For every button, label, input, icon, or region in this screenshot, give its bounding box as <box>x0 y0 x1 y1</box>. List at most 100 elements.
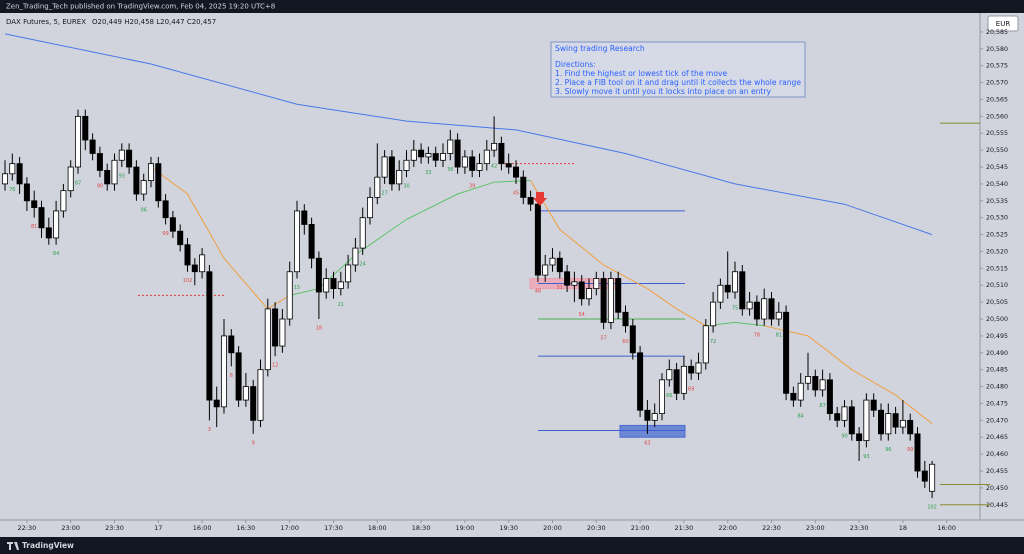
y-tick-label: 20,515 <box>986 265 1008 272</box>
candle-body <box>476 163 483 171</box>
candle-body <box>651 413 658 421</box>
candle-body <box>491 142 498 151</box>
candle-count-label: 12 <box>272 363 278 369</box>
candle-body <box>688 365 695 374</box>
candle-count-label: 102 <box>183 278 193 284</box>
candle-body <box>527 197 534 205</box>
candle-body <box>461 156 468 168</box>
x-tick-label: 16:00 <box>937 524 956 532</box>
candle-count-label: 75 <box>732 305 738 311</box>
candle-count-label: 99 <box>162 231 168 237</box>
annotation-line: 2. Place a FIB tool on it and drag until… <box>555 78 801 87</box>
candle-count-label: 15 <box>294 285 300 291</box>
candle-count-label: 93 <box>863 454 869 460</box>
candle-body <box>848 406 855 435</box>
chart-background <box>0 13 1024 537</box>
candle-body <box>308 224 315 259</box>
candle-body <box>505 163 512 168</box>
candle-body <box>929 463 936 492</box>
candle-body <box>783 311 790 394</box>
candle-body <box>870 399 877 411</box>
candle-body <box>914 433 921 472</box>
x-tick-label: 18:00 <box>368 524 387 532</box>
candle-body <box>724 284 731 293</box>
candle-body <box>680 365 687 394</box>
candle-body <box>60 190 67 212</box>
y-tick-label: 20,565 <box>986 96 1008 103</box>
candle-body <box>907 419 914 435</box>
y-tick-label: 20,485 <box>986 367 1008 374</box>
candle-body <box>739 271 746 310</box>
y-tick-label: 20,480 <box>986 384 1008 391</box>
chart-title: DAX Futures, 5, EUREX <box>6 18 86 26</box>
candle-body <box>345 264 352 283</box>
candle-body <box>695 362 702 374</box>
candle-count-label: 24 <box>360 261 366 267</box>
candle-body <box>600 278 607 323</box>
candle-body <box>534 203 541 276</box>
candle-body <box>892 413 899 428</box>
x-tick-label: 17:30 <box>324 524 343 532</box>
y-tick-label: 20,540 <box>986 181 1008 188</box>
candle-body <box>805 376 812 384</box>
y-tick-label: 20,500 <box>986 316 1008 323</box>
candle-body <box>381 156 388 178</box>
x-tick-label: 21:00 <box>631 524 650 532</box>
candle-body <box>629 325 636 354</box>
candle-body <box>89 139 96 154</box>
candle-body <box>812 376 819 391</box>
candle-body <box>206 271 213 401</box>
candle-body <box>607 278 614 323</box>
candle-body <box>753 301 760 320</box>
y-tick-label: 20,445 <box>986 502 1008 509</box>
candle-body <box>498 142 505 165</box>
candle-count-label: 27 <box>381 190 387 196</box>
brand-name: TradingView <box>22 541 74 550</box>
x-tick-label: 17 <box>154 524 162 532</box>
candle-body <box>337 281 344 290</box>
candle-body <box>220 335 227 408</box>
candle-body <box>571 281 578 286</box>
candle-body <box>834 413 841 421</box>
candle-body <box>155 163 162 202</box>
candle-body <box>921 470 928 482</box>
candle-body <box>286 271 293 320</box>
candle-body <box>242 386 249 401</box>
candle-count-label: 21 <box>338 302 344 308</box>
candle-body <box>213 399 220 408</box>
candle-body <box>264 308 271 371</box>
candle-body <box>272 308 279 347</box>
y-tick-label: 20,580 <box>986 46 1008 53</box>
candle-body <box>23 183 30 202</box>
candle-body <box>111 159 118 185</box>
candle-body <box>790 392 797 401</box>
candle-body <box>702 325 709 364</box>
x-tick-label: 19:30 <box>499 524 518 532</box>
x-tick-label: 16:30 <box>237 524 256 532</box>
candle-body <box>542 264 549 276</box>
candle-body <box>549 257 556 266</box>
annotation-line: 1. Find the highest or lowest tick of th… <box>555 69 727 78</box>
candle-body <box>732 271 739 293</box>
moving-average <box>530 180 707 327</box>
y-tick-label: 20,450 <box>986 485 1008 492</box>
candle-body <box>366 197 373 219</box>
candle-body <box>374 176 381 198</box>
candle-count-label: 87 <box>75 180 81 186</box>
candle-body <box>9 163 16 175</box>
candle-body <box>330 278 337 290</box>
currency-button[interactable] <box>987 15 1019 32</box>
candle-count-label: 42 <box>491 163 497 169</box>
candle-body <box>279 318 286 347</box>
candle-body <box>564 271 571 286</box>
candle-body <box>593 278 600 290</box>
candle-count-label: 99 <box>907 447 913 453</box>
candle-body <box>184 244 191 266</box>
arrow-marker <box>533 192 547 206</box>
candle-body <box>67 166 74 192</box>
currency-label[interactable]: EUR <box>996 20 1011 28</box>
candle-count-label: 48 <box>535 288 541 294</box>
candle-count-label: 96 <box>141 207 147 213</box>
candle-body <box>250 386 257 421</box>
candle-body <box>301 210 308 225</box>
